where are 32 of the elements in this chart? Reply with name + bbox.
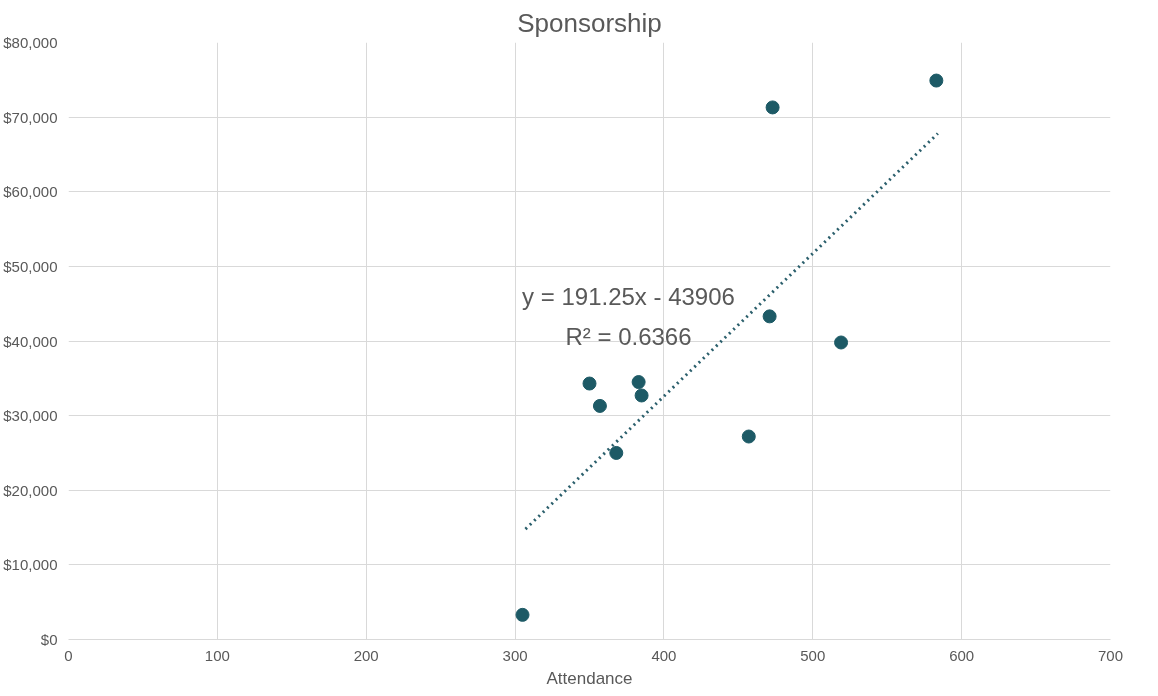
- x-tick-label: 400: [651, 646, 677, 664]
- x-tick-label: 100: [204, 646, 230, 664]
- x-tick-label: 700: [1097, 646, 1124, 664]
- x-tick-label: 600: [949, 646, 975, 664]
- point: [634, 388, 649, 403]
- point: [592, 398, 607, 413]
- y-tick-label: $10,000: [3, 556, 58, 574]
- annotation: y = 191.25x - 43906: [522, 282, 735, 310]
- y-tick-label: $60,000: [3, 183, 58, 201]
- point: [741, 429, 756, 444]
- x-axis-title: Attendance: [546, 668, 633, 688]
- y-tick-label: $30,000: [3, 407, 58, 425]
- point: [515, 607, 530, 622]
- x-tick-label: 200: [353, 646, 379, 664]
- point: [631, 375, 646, 390]
- x-tick-label: 500: [800, 646, 826, 664]
- point: [765, 100, 780, 115]
- y-tick-label: $50,000: [3, 257, 58, 275]
- y-tick-label: $20,000: [3, 481, 58, 499]
- point: [834, 335, 849, 350]
- y-tick-label: $80,000: [3, 34, 58, 51]
- point: [762, 309, 777, 324]
- chart-title: Sponsorship: [517, 7, 662, 38]
- x-tick-label: 0: [64, 646, 73, 664]
- x-tick-label: 300: [502, 646, 528, 664]
- point: [582, 376, 597, 391]
- point: [609, 445, 624, 460]
- y-tick-label: $70,000: [3, 108, 58, 126]
- point: [929, 73, 944, 88]
- y-tick-label: $40,000: [3, 332, 58, 350]
- annotation: R² = 0.6366: [565, 322, 692, 350]
- y-tick-label: $0: [40, 631, 58, 648]
